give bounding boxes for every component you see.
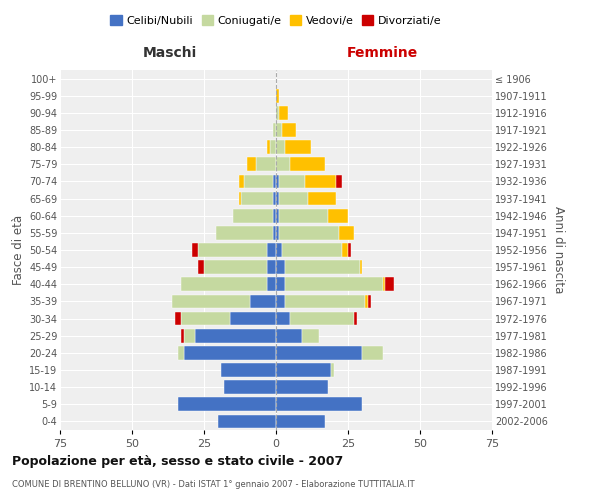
Bar — [276, 123, 282, 137]
Bar — [181, 329, 184, 342]
Bar — [218, 414, 276, 428]
Bar — [273, 174, 276, 188]
Bar — [175, 312, 181, 326]
Bar — [172, 294, 250, 308]
Bar — [221, 363, 276, 377]
Bar — [276, 363, 331, 377]
Bar — [331, 363, 334, 377]
Bar — [340, 226, 354, 239]
Bar — [337, 174, 342, 188]
Bar — [279, 106, 287, 120]
Bar — [348, 243, 351, 257]
Bar — [284, 294, 365, 308]
Bar — [284, 140, 311, 154]
Bar — [282, 123, 296, 137]
Bar — [276, 192, 279, 205]
Bar — [276, 294, 284, 308]
Bar — [308, 192, 337, 205]
Bar — [178, 346, 184, 360]
Bar — [305, 174, 337, 188]
Text: COMUNE DI BRENTINO BELLUNO (VR) - Dati ISTAT 1° gennaio 2007 - Elaborazione TUTT: COMUNE DI BRENTINO BELLUNO (VR) - Dati I… — [12, 480, 415, 489]
Bar — [247, 158, 256, 171]
Y-axis label: Fasce di età: Fasce di età — [11, 215, 25, 285]
Bar — [224, 380, 276, 394]
Bar — [279, 174, 305, 188]
Bar — [215, 226, 273, 239]
Bar — [276, 106, 279, 120]
Bar — [268, 140, 270, 154]
Bar — [365, 294, 368, 308]
Bar — [276, 346, 362, 360]
Bar — [276, 158, 290, 171]
Bar — [273, 226, 276, 239]
Bar — [354, 312, 356, 326]
Bar — [250, 294, 276, 308]
Bar — [181, 312, 230, 326]
Bar — [276, 243, 282, 257]
Bar — [284, 278, 383, 291]
Bar — [276, 174, 279, 188]
Bar — [273, 192, 276, 205]
Bar — [276, 329, 302, 342]
Bar — [368, 294, 371, 308]
Bar — [282, 243, 342, 257]
Bar — [244, 174, 273, 188]
Bar — [198, 260, 204, 274]
Bar — [276, 312, 290, 326]
Bar — [302, 329, 319, 342]
Bar — [279, 192, 308, 205]
Bar — [279, 209, 328, 222]
Bar — [268, 260, 276, 274]
Bar — [181, 278, 268, 291]
Bar — [276, 209, 279, 222]
Bar — [273, 209, 276, 222]
Bar — [276, 226, 279, 239]
Bar — [276, 398, 362, 411]
Bar — [196, 329, 276, 342]
Bar — [276, 89, 279, 102]
Bar — [239, 174, 244, 188]
Bar — [241, 192, 273, 205]
Bar — [284, 260, 359, 274]
Legend: Celibi/Nubili, Coniugati/e, Vedovi/e, Divorziati/e: Celibi/Nubili, Coniugati/e, Vedovi/e, Di… — [106, 11, 446, 30]
Bar — [383, 278, 385, 291]
Bar — [328, 209, 348, 222]
Text: Popolazione per età, sesso e stato civile - 2007: Popolazione per età, sesso e stato civil… — [12, 455, 343, 468]
Text: Femmine: Femmine — [347, 46, 418, 60]
Text: Maschi: Maschi — [142, 46, 197, 60]
Bar — [193, 243, 198, 257]
Bar — [276, 380, 328, 394]
Bar — [276, 260, 284, 274]
Bar — [184, 346, 276, 360]
Bar — [279, 226, 340, 239]
Bar — [270, 140, 276, 154]
Bar — [273, 123, 276, 137]
Bar — [184, 329, 196, 342]
Bar — [359, 260, 362, 274]
Bar — [290, 158, 325, 171]
Bar — [233, 209, 273, 222]
Bar — [268, 243, 276, 257]
Bar — [276, 140, 284, 154]
Y-axis label: Anni di nascita: Anni di nascita — [552, 206, 565, 294]
Bar — [256, 158, 276, 171]
Bar — [198, 243, 268, 257]
Bar — [385, 278, 394, 291]
Bar — [276, 414, 325, 428]
Bar — [362, 346, 383, 360]
Bar — [342, 243, 348, 257]
Bar — [204, 260, 268, 274]
Bar — [290, 312, 354, 326]
Bar — [276, 278, 284, 291]
Bar — [268, 278, 276, 291]
Bar — [239, 192, 241, 205]
Bar — [178, 398, 276, 411]
Bar — [230, 312, 276, 326]
